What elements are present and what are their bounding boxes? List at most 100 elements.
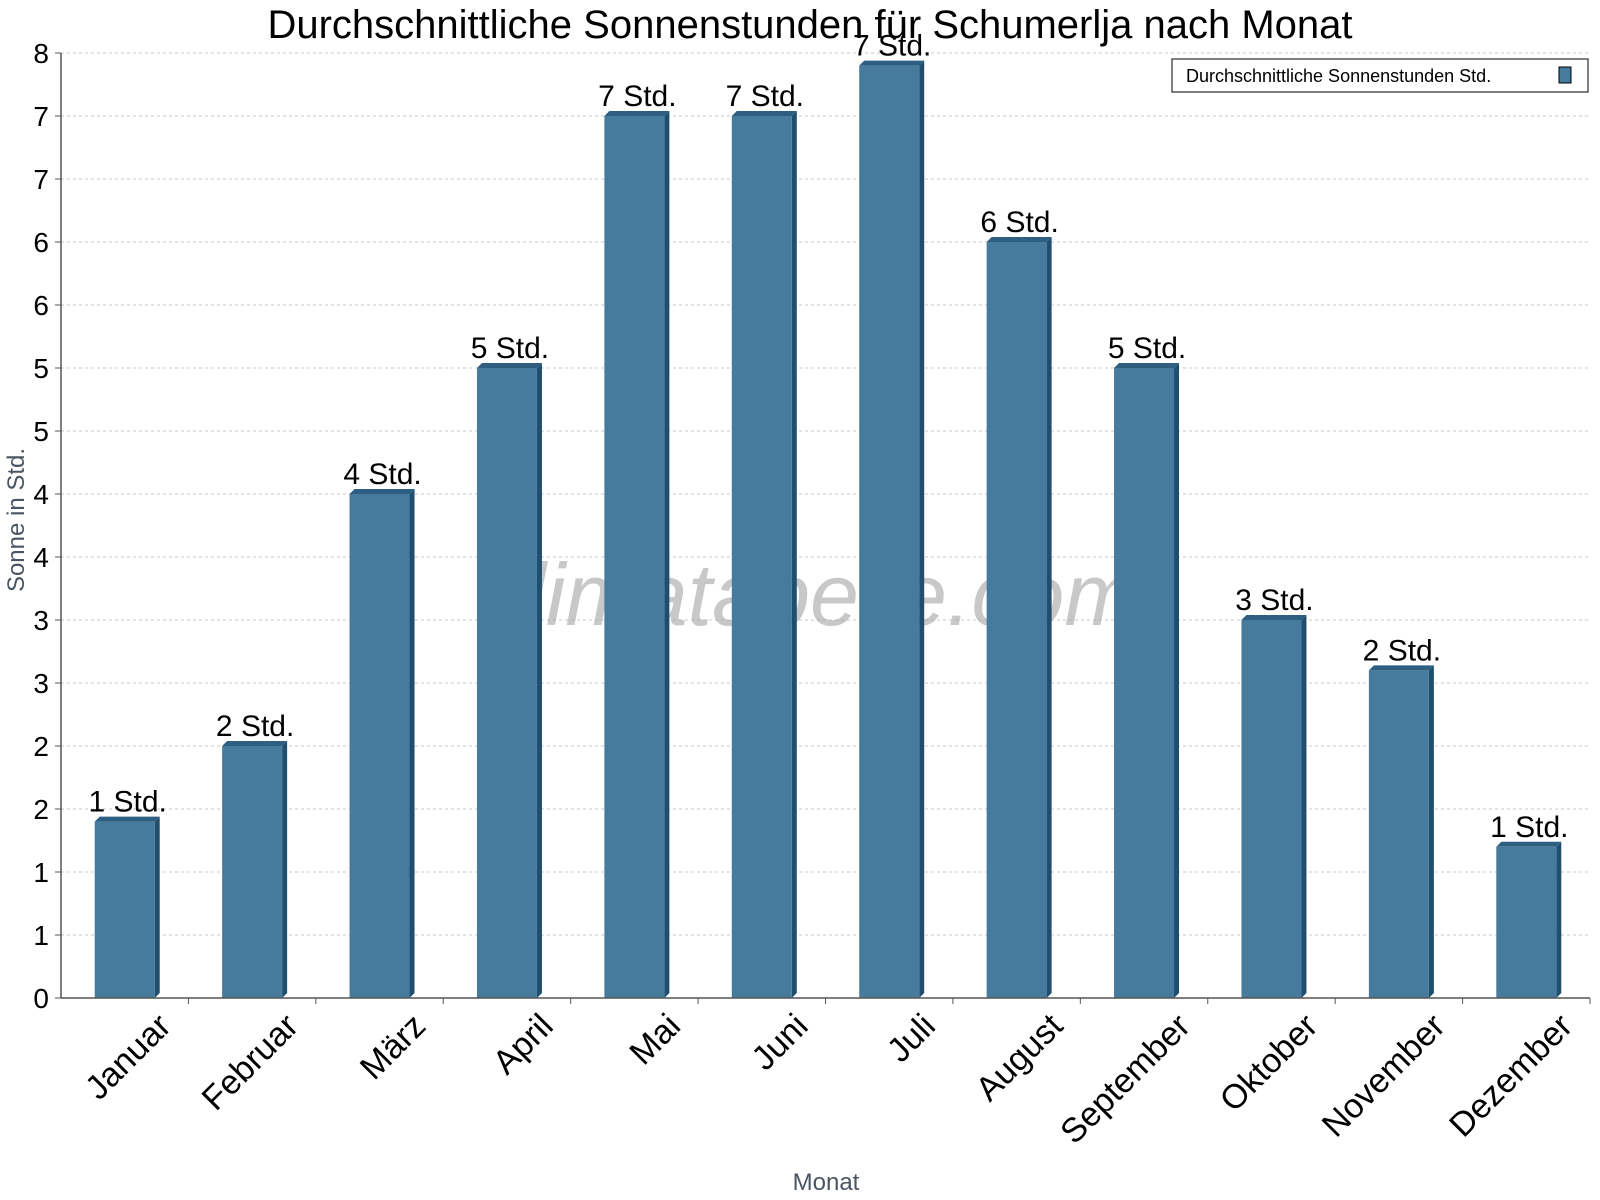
data-label: 7 Std. bbox=[853, 30, 931, 63]
data-label: 5 Std. bbox=[471, 332, 549, 365]
bar-april bbox=[476, 363, 542, 998]
data-label: 2 Std. bbox=[1363, 634, 1441, 667]
bar-face bbox=[1368, 670, 1429, 998]
y-tick-label: 3 bbox=[33, 668, 49, 699]
bar-märz bbox=[349, 489, 415, 998]
bar-august bbox=[986, 237, 1052, 998]
bar-face bbox=[731, 116, 792, 998]
grid-lines bbox=[61, 52, 1590, 936]
x-tick-label: April bbox=[486, 1007, 561, 1082]
bar-face bbox=[94, 821, 155, 998]
bar-oktober bbox=[1241, 615, 1307, 998]
bar-face bbox=[1114, 368, 1175, 998]
x-tick-labels: Januar Februar März April Mai Juni Juli AugustS… bbox=[78, 1006, 1580, 1151]
y-tick-label: 6 bbox=[33, 227, 49, 258]
legend: Durchschnittliche Sonnenstunden Std. bbox=[1171, 58, 1589, 93]
bar-top bbox=[986, 237, 1052, 242]
x-tick-label: Januar bbox=[78, 1007, 178, 1107]
x-tick-label: Juli bbox=[880, 1007, 943, 1070]
bar-juli bbox=[859, 60, 925, 999]
bar-side bbox=[1174, 363, 1180, 998]
bar-face bbox=[1241, 620, 1302, 998]
bar-top bbox=[1114, 363, 1180, 368]
y-tick-label: 0 bbox=[33, 983, 49, 1014]
bar-side bbox=[536, 363, 542, 998]
bars bbox=[94, 60, 1562, 999]
y-tick-label: 1 bbox=[33, 857, 49, 888]
y-tick-label: 5 bbox=[33, 353, 49, 384]
bar-top bbox=[1496, 841, 1562, 847]
bar-top bbox=[1368, 665, 1434, 671]
y-tick-label: 8 bbox=[33, 38, 49, 69]
x-tick-label: Oktober bbox=[1213, 1007, 1325, 1119]
bar-top bbox=[476, 363, 542, 368]
data-label: 3 Std. bbox=[1235, 584, 1313, 617]
bar-top bbox=[731, 111, 797, 116]
bar-face bbox=[349, 494, 410, 998]
chart-title: Durchschnittliche Sonnenstunden für Schu… bbox=[267, 3, 1352, 47]
bar-face bbox=[986, 242, 1047, 998]
y-tick-label: 4 bbox=[33, 542, 49, 573]
bar-dezember bbox=[1496, 841, 1562, 998]
x-tick-label: November bbox=[1315, 1007, 1453, 1145]
legend-swatch bbox=[1558, 66, 1572, 84]
bar-top bbox=[94, 816, 160, 822]
bar-top bbox=[1241, 615, 1307, 620]
bar-face bbox=[604, 116, 665, 998]
legend-series-label: Durchschnittliche Sonnenstunden Std. bbox=[1186, 66, 1491, 86]
bar-top bbox=[349, 489, 415, 494]
bar-side bbox=[409, 489, 415, 998]
bar-september bbox=[1114, 363, 1180, 998]
y-tick-labels: 0 1 1 2 2 3 3 4 4 5 5 6 6 7 7 8 bbox=[33, 38, 49, 1014]
bar-top bbox=[222, 741, 288, 746]
data-label: 1 Std. bbox=[89, 786, 167, 819]
bar-side bbox=[1428, 665, 1434, 998]
bar-face bbox=[476, 368, 537, 998]
bar-face bbox=[222, 746, 283, 998]
x-tick-label: Mai bbox=[622, 1007, 688, 1073]
bar-side bbox=[1301, 615, 1307, 998]
bar-side bbox=[282, 741, 288, 998]
y-tick-label: 3 bbox=[33, 605, 49, 636]
y-axis-label: Sonne in Std. bbox=[3, 448, 30, 592]
y-tick-label: 1 bbox=[33, 920, 49, 951]
bar-juni bbox=[731, 111, 797, 998]
legend-box bbox=[1171, 58, 1589, 93]
x-tick-label: September bbox=[1053, 1007, 1197, 1151]
x-tick-label: August bbox=[969, 1006, 1071, 1108]
y-tick-label: 6 bbox=[33, 290, 49, 321]
data-label: 6 Std. bbox=[980, 206, 1058, 239]
axes bbox=[55, 52, 1591, 1004]
bar-februar bbox=[222, 741, 288, 998]
bar-side bbox=[154, 816, 160, 998]
bar-top bbox=[604, 111, 670, 116]
data-label: 2 Std. bbox=[216, 710, 294, 743]
data-label: 1 Std. bbox=[1490, 811, 1568, 844]
bar-mai bbox=[604, 111, 670, 998]
y-tick-label: 4 bbox=[33, 479, 49, 510]
y-tick-label: 7 bbox=[33, 101, 49, 132]
y-tick-label: 5 bbox=[33, 416, 49, 447]
data-label: 5 Std. bbox=[1108, 332, 1186, 365]
bar-side bbox=[791, 111, 797, 998]
x-tick-label: März bbox=[353, 1007, 433, 1087]
bar-face bbox=[1496, 846, 1557, 998]
bar-side bbox=[919, 60, 925, 999]
data-label: 7 Std. bbox=[726, 80, 804, 113]
bar-januar bbox=[94, 816, 160, 998]
bar-top bbox=[859, 60, 925, 66]
bar-face bbox=[859, 65, 920, 999]
x-tick-label: Februar bbox=[195, 1007, 306, 1118]
data-label: 4 Std. bbox=[343, 458, 421, 491]
data-labels: 1 Std. 2 Std. 4 Std. 5 Std. 7 Std. 7 Std. 7 St… bbox=[89, 30, 1569, 844]
y-tick-label: 2 bbox=[33, 794, 49, 825]
bar-side bbox=[1046, 237, 1052, 998]
bar-side bbox=[1556, 841, 1562, 998]
y-tick-label: 7 bbox=[33, 164, 49, 195]
x-axis-label: Monat bbox=[793, 1169, 860, 1196]
bar-side bbox=[664, 111, 670, 998]
bar-november bbox=[1368, 665, 1434, 998]
y-tick-label: 2 bbox=[33, 731, 49, 762]
data-label: 7 Std. bbox=[598, 80, 676, 113]
